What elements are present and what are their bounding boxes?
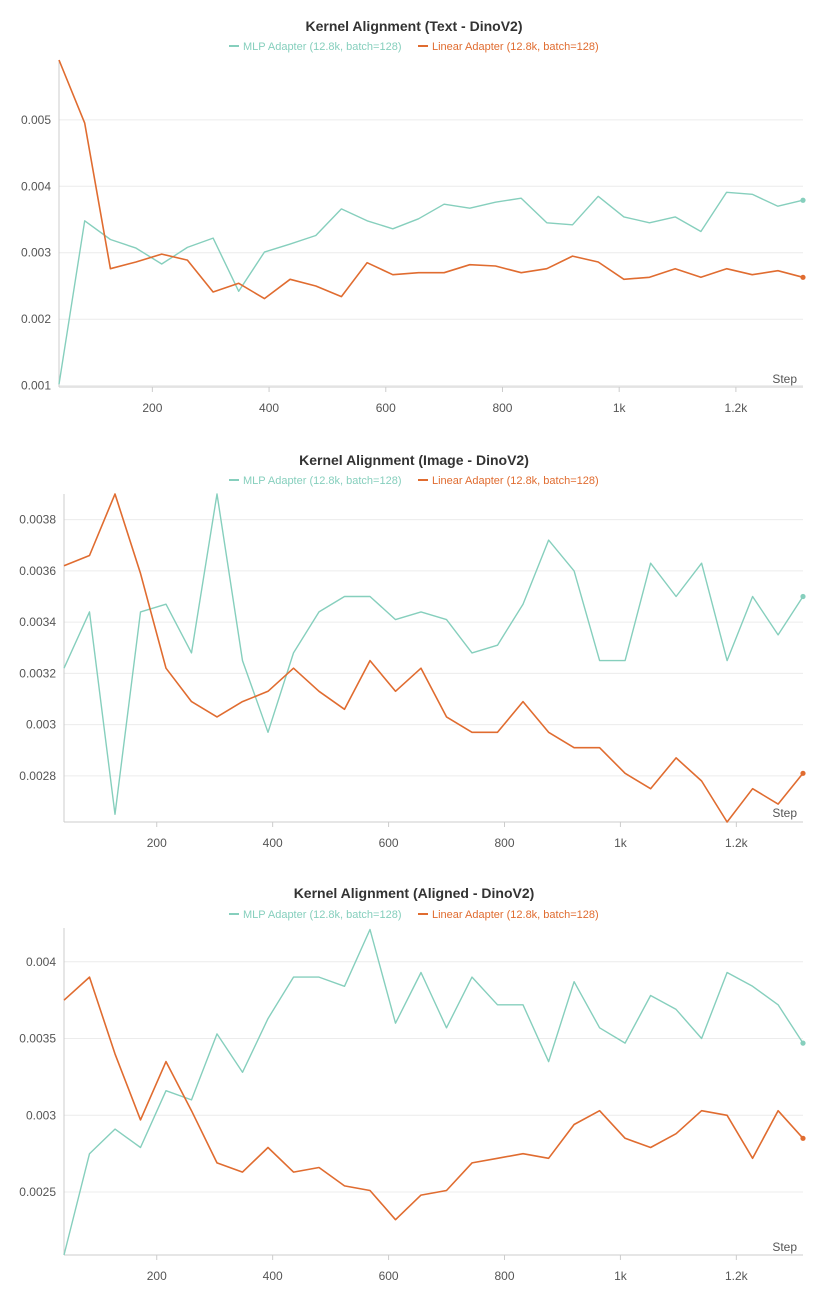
plot-area[interactable]: 0.001 0.002 0.003 0.004 0.005 200 400 600 800 1k 1… bbox=[21, 59, 806, 415]
y-tick-label: 0.001 bbox=[21, 379, 51, 393]
y-tick-label: 0.0034 bbox=[19, 615, 56, 629]
x-tick-label: 1.2k bbox=[725, 836, 749, 850]
y-tick-label: 0.003 bbox=[26, 1108, 56, 1122]
x-tick-label: 400 bbox=[259, 401, 279, 415]
y-tick-label: 0.0028 bbox=[19, 769, 56, 783]
x-tick-label: 400 bbox=[263, 1269, 283, 1283]
y-tick-label: 0.002 bbox=[21, 312, 51, 326]
series-line-linear[interactable] bbox=[63, 493, 804, 823]
series-end-point-mlp[interactable] bbox=[800, 1040, 806, 1046]
x-tick-label: 1k bbox=[613, 401, 627, 415]
legend[interactable]: MLP Adapter (12.8k, batch=128) Linear Ad… bbox=[229, 475, 599, 487]
legend-label-mlp: MLP Adapter (12.8k, batch=128) bbox=[243, 41, 402, 53]
chart-text-svg: Kernel Alignment (Text - DinoV2) MLP Ada… bbox=[21, 18, 806, 415]
x-tick-label: 400 bbox=[263, 836, 283, 850]
x-tick-label: 800 bbox=[494, 1269, 514, 1283]
y-tick-label: 0.0032 bbox=[19, 666, 56, 680]
y-tick-label: 0.003 bbox=[21, 246, 51, 260]
plot-area[interactable]: 0.0028 0.003 0.0032 0.0034 0.0036 0.0038 200 40… bbox=[19, 493, 806, 850]
y-tick-label: 0.003 bbox=[26, 718, 56, 732]
x-tick-label: 1.2k bbox=[725, 1269, 749, 1283]
legend-label-linear: Linear Adapter (12.8k, batch=128) bbox=[432, 909, 599, 921]
series-line-linear[interactable] bbox=[58, 59, 804, 300]
x-tick-label: 1.2k bbox=[725, 401, 749, 415]
series-line-mlp[interactable] bbox=[58, 191, 804, 385]
plot-area[interactable]: 0.0025 0.003 0.0035 0.004 200 400 600 800 1k 1.2k bbox=[19, 928, 806, 1283]
series-line-mlp[interactable] bbox=[63, 493, 804, 815]
chart-aligned-dinov2: Kernel Alignment (Aligned - DinoV2) MLP … bbox=[0, 875, 821, 1290]
x-axis-label: Step bbox=[772, 806, 797, 820]
y-tick-label: 0.005 bbox=[21, 113, 51, 127]
x-tick-label: 600 bbox=[379, 836, 399, 850]
y-tick-label: 0.0035 bbox=[19, 1032, 56, 1046]
legend[interactable]: MLP Adapter (12.8k, batch=128) Linear Ad… bbox=[229, 41, 599, 53]
series-end-point-mlp[interactable] bbox=[800, 593, 806, 600]
chart-image-svg: Kernel Alignment (Image - DinoV2) MLP Ad… bbox=[19, 452, 806, 850]
y-tick-label: 0.004 bbox=[21, 179, 51, 193]
chart-title: Kernel Alignment (Text - DinoV2) bbox=[305, 18, 522, 34]
chart-text-dinov2: Kernel Alignment (Text - DinoV2) MLP Ada… bbox=[0, 10, 821, 425]
legend[interactable]: MLP Adapter (12.8k, batch=128) Linear Ad… bbox=[229, 909, 599, 921]
series-line-linear[interactable] bbox=[63, 976, 804, 1221]
x-tick-label: 600 bbox=[376, 401, 396, 415]
legend-label-mlp: MLP Adapter (12.8k, batch=128) bbox=[243, 909, 402, 921]
x-tick-label: 200 bbox=[142, 401, 162, 415]
y-tick-label: 0.0025 bbox=[19, 1185, 56, 1199]
x-tick-label: 1k bbox=[614, 836, 628, 850]
y-tick-label: 0.0038 bbox=[19, 513, 56, 527]
x-tick-label: 800 bbox=[492, 401, 512, 415]
series-end-point-linear[interactable] bbox=[800, 1135, 806, 1141]
x-axis-label: Step bbox=[772, 1240, 797, 1254]
x-axis-label: Step bbox=[772, 372, 797, 386]
y-tick-label: 0.004 bbox=[26, 955, 56, 969]
series-end-point-mlp[interactable] bbox=[800, 197, 806, 203]
x-tick-label: 800 bbox=[494, 836, 514, 850]
chart-title: Kernel Alignment (Aligned - DinoV2) bbox=[294, 885, 535, 901]
x-tick-label: 600 bbox=[379, 1269, 399, 1283]
chart-aligned-svg: Kernel Alignment (Aligned - DinoV2) MLP … bbox=[19, 885, 806, 1283]
legend-label-linear: Linear Adapter (12.8k, batch=128) bbox=[432, 41, 599, 53]
chart-image-dinov2: Kernel Alignment (Image - DinoV2) MLP Ad… bbox=[0, 442, 821, 857]
legend-label-linear: Linear Adapter (12.8k, batch=128) bbox=[432, 475, 599, 487]
y-tick-label: 0.0036 bbox=[19, 564, 56, 578]
x-tick-label: 1k bbox=[614, 1269, 628, 1283]
x-tick-label: 200 bbox=[147, 1269, 167, 1283]
series-end-point-linear[interactable] bbox=[800, 770, 806, 776]
x-tick-label: 200 bbox=[147, 836, 167, 850]
legend-label-mlp: MLP Adapter (12.8k, batch=128) bbox=[243, 475, 402, 487]
series-line-mlp[interactable] bbox=[63, 928, 804, 1256]
series-end-point-linear[interactable] bbox=[800, 274, 806, 280]
chart-title: Kernel Alignment (Image - DinoV2) bbox=[299, 452, 529, 468]
